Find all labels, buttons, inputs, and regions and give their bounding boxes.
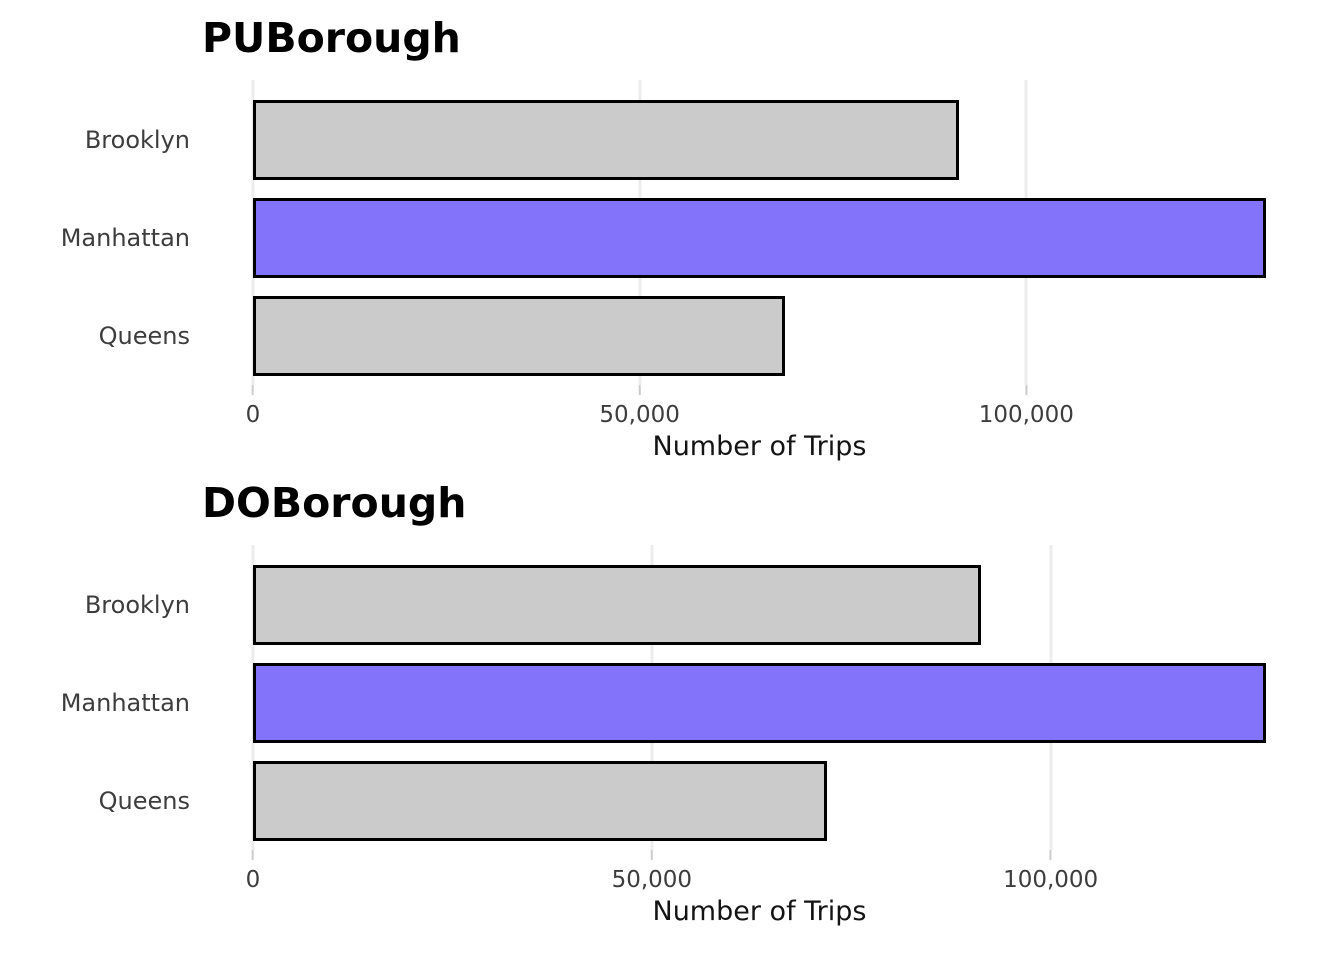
bar-manhattan xyxy=(253,663,1266,743)
tick-mark xyxy=(251,385,254,395)
tick-mark xyxy=(1049,850,1052,860)
chart-doborough: DOBorough Brooklyn Manhattan Queens 0 xyxy=(0,465,1344,945)
x-tick-label: 0 xyxy=(245,867,261,893)
bar-row xyxy=(253,189,1266,287)
x-axis: 0 50,000 100,000 xyxy=(246,850,1266,896)
y-tick-label-brooklyn: Brooklyn xyxy=(84,591,190,619)
x-tick-0: 0 xyxy=(245,850,261,893)
x-axis: 0 50,000 100,000 xyxy=(246,385,1266,431)
tick-mark xyxy=(251,850,254,860)
x-tick-100000: 100,000 xyxy=(1003,850,1098,893)
tick-mark xyxy=(1025,385,1028,395)
x-tick-50000: 50,000 xyxy=(612,850,692,893)
x-tick-label: 100,000 xyxy=(978,402,1074,428)
bar-row xyxy=(253,556,1266,654)
y-tick-label-manhattan: Manhattan xyxy=(60,689,190,717)
x-tick-label: 100,000 xyxy=(1003,867,1099,893)
x-tick-label: 0 xyxy=(245,402,261,428)
x-tick-label: 50,000 xyxy=(599,402,680,428)
bar-brooklyn xyxy=(253,100,959,180)
chart-title: PUBorough xyxy=(202,14,461,62)
x-tick-label: 50,000 xyxy=(611,867,693,893)
bar-row xyxy=(253,287,1266,385)
y-axis-labels: Brooklyn Manhattan Queens xyxy=(0,80,190,385)
y-tick-label-queens: Queens xyxy=(98,322,190,350)
x-tick-0: 0 xyxy=(245,385,261,428)
chart-title: DOBorough xyxy=(202,479,467,527)
x-axis-title: Number of Trips xyxy=(652,896,867,927)
bar-queens xyxy=(253,296,786,376)
bar-brooklyn xyxy=(253,565,982,645)
chart-puborough: PUBorough Brooklyn Manhattan Queens 0 xyxy=(0,14,1266,462)
x-tick-100000: 100,000 xyxy=(979,385,1074,428)
bar-row xyxy=(253,91,1266,189)
y-tick-label-queens: Queens xyxy=(98,787,190,815)
plot-area xyxy=(251,80,1266,385)
plot-area xyxy=(251,545,1266,850)
tick-mark xyxy=(638,385,641,395)
y-tick-label-brooklyn: Brooklyn xyxy=(84,126,190,154)
x-tick-50000: 50,000 xyxy=(599,385,680,428)
y-tick-label-manhattan: Manhattan xyxy=(60,224,190,252)
x-axis-title: Number of Trips xyxy=(652,431,867,462)
bar-row xyxy=(253,654,1266,752)
bar-manhattan xyxy=(253,198,1266,278)
tick-mark xyxy=(650,850,653,860)
bar-queens xyxy=(253,761,828,841)
y-axis-labels: Brooklyn Manhattan Queens xyxy=(0,545,190,850)
bar-row xyxy=(253,752,1266,850)
